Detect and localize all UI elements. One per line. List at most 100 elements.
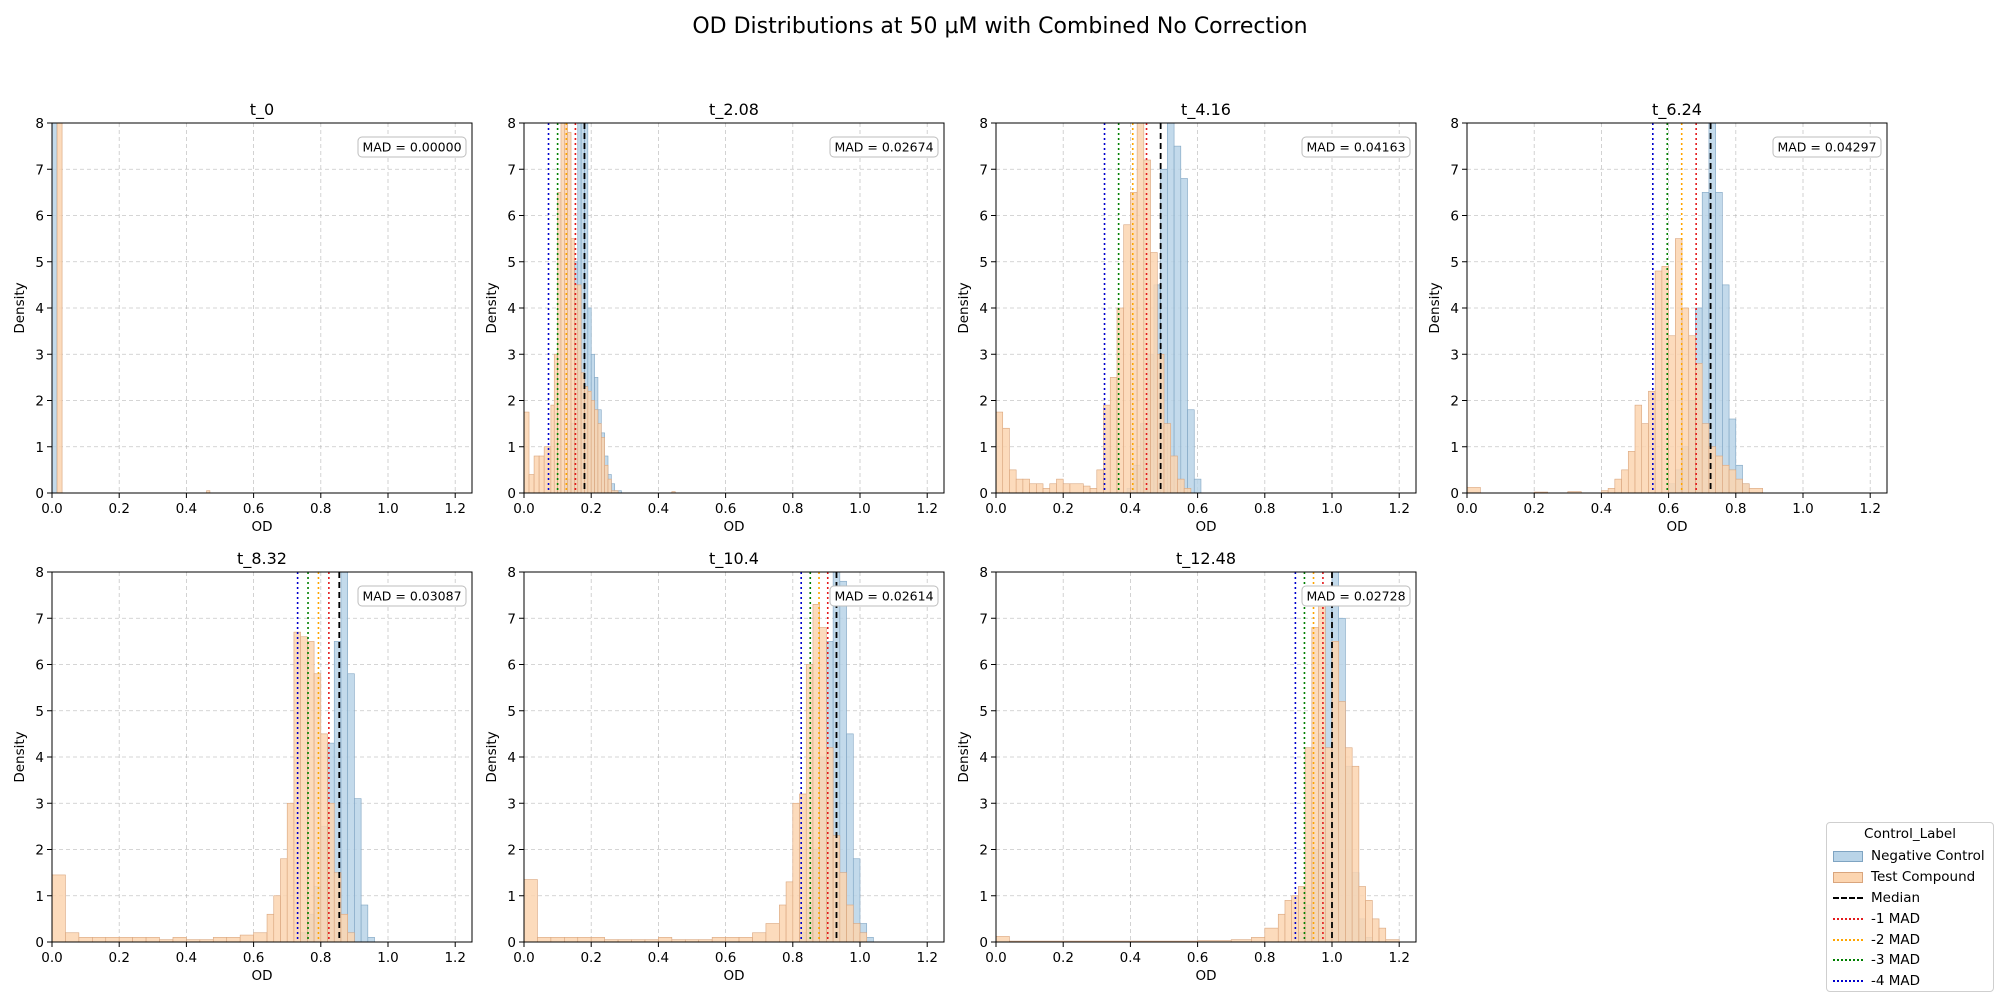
histogram-bar [1264,927,1279,942]
y-tick-label: 2 [35,843,44,859]
histogram-bar [1304,747,1313,942]
mad-annotation-box [1301,585,1411,607]
histogram-bar [118,937,133,942]
y-tick-label: 4 [35,750,44,766]
histogram-bar [577,284,582,493]
histogram-bar [1022,478,1030,493]
histogram-bar [839,872,847,942]
histogram-bar [360,904,369,942]
x-tick-label: 0.8 [782,501,803,517]
histogram-bar [577,937,592,942]
x-tick-label: 1.2 [916,501,937,517]
histogram-bar [1728,418,1737,493]
x-tick-label: 0.8 [782,950,803,966]
y-tick-label: 3 [507,796,516,812]
histogram-bar [1735,478,1743,493]
subplot-t_0: 0.0 0.2 0.4 0.6 0.8 1.0 1.2 0 1 2 3 4 5 6 7 8 t_0 OD Densi… [12,100,473,535]
y-tick-label: 6 [507,209,516,225]
y-axis-label: Density [12,282,28,333]
histogram-bar [859,932,868,942]
histogram-bar [1089,488,1098,493]
x-tick-label: 1.0 [377,501,398,517]
histogram-bar [1654,270,1663,493]
histogram-bar [56,123,63,493]
x-tick-label: 0.2 [580,950,601,966]
histogram-bar [594,409,599,493]
histogram-bar [533,455,540,493]
y-tick-label: 6 [507,658,516,674]
legend-line [1833,917,1863,920]
histogram-bar [524,879,538,942]
histogram-bar [1177,478,1185,493]
histogram-bar [1170,455,1178,493]
x-tick-label: 1.0 [1321,950,1342,966]
y-tick-label: 8 [979,116,988,132]
histogram-bar [1036,483,1044,493]
x-tick-label: 1.0 [377,950,398,966]
y-tick-label: 2 [507,394,516,410]
x-axis-label: OD [1666,519,1687,535]
y-tick-label: 0 [1450,486,1459,502]
histogram-bar [1187,409,1195,493]
y-tick-label: 5 [979,255,988,271]
histogram-bar [1163,423,1172,493]
y-tick-label: 1 [35,440,44,456]
histogram-bar [1648,390,1656,493]
histogram-bar [792,802,800,942]
x-tick-label: 0.6 [1187,501,1208,517]
subplot-t_6.24: 0.0 0.2 0.4 0.6 0.8 1.0 1.2 0 1 2 3 4 5 6 7 8 t_6.24 OD De… [1427,100,1888,535]
histogram-bar [1183,488,1192,493]
histogram-bar [1722,284,1730,493]
y-tick-label: 3 [1450,347,1459,363]
mad-annotation-box [829,585,939,607]
x-axis-label: OD [1195,968,1216,984]
histogram-bar [1324,747,1333,942]
x-tick-label: 0.6 [243,950,264,966]
histogram-bar [1049,483,1057,493]
y-tick-label: 8 [507,116,516,132]
legend-item-median: Median [1833,888,1987,909]
histogram-bar [1338,701,1346,942]
y-tick-label: 5 [35,255,44,271]
histogram-bar [340,913,348,942]
histogram-bar [1284,900,1292,942]
histogram-bar [570,238,575,493]
histogram-bar [253,932,268,942]
histogram-bar [1130,192,1138,493]
histogram-bar [550,404,555,493]
histogram-bar [347,673,355,942]
x-tick-label: 0.2 [1052,950,1073,966]
x-tick-label: 0.6 [243,501,264,517]
y-tick-label: 5 [35,704,44,720]
histogram-bar [1331,641,1340,942]
x-tick-label: 0.2 [1052,501,1073,517]
x-tick-label: 0.0 [513,501,534,517]
histogram-bar [1083,485,1091,493]
histogram-bar [537,937,552,942]
y-tick-label: 5 [507,704,516,720]
y-tick-label: 0 [507,486,516,502]
y-tick-label: 2 [979,843,988,859]
histogram-bar [564,937,579,942]
mad-annotation: MAD = 0.02674 [834,140,933,155]
x-tick-label: 0.0 [985,501,1006,517]
y-tick-label: 7 [979,611,988,627]
histogram-bar [560,123,565,493]
histogram-bar [78,937,93,942]
histogram-bar [1614,478,1622,493]
histogram-bar [92,937,107,942]
mad-annotation-box [1772,136,1882,158]
histogram-bar [846,733,854,942]
histogram-bar [1378,927,1387,942]
histogram-bar [1109,377,1118,493]
x-axis-label: OD [723,968,744,984]
x-tick-label: 0.2 [108,501,129,517]
histogram-bar [1748,488,1763,493]
y-tick-label: 4 [1450,301,1459,317]
histogram-bar [1668,335,1676,493]
histogram-bar [273,895,281,942]
x-tick-label: 0.2 [108,950,129,966]
subplot-title: t_8.32 [237,549,287,569]
x-tick-label: 0.2 [1523,501,1544,517]
